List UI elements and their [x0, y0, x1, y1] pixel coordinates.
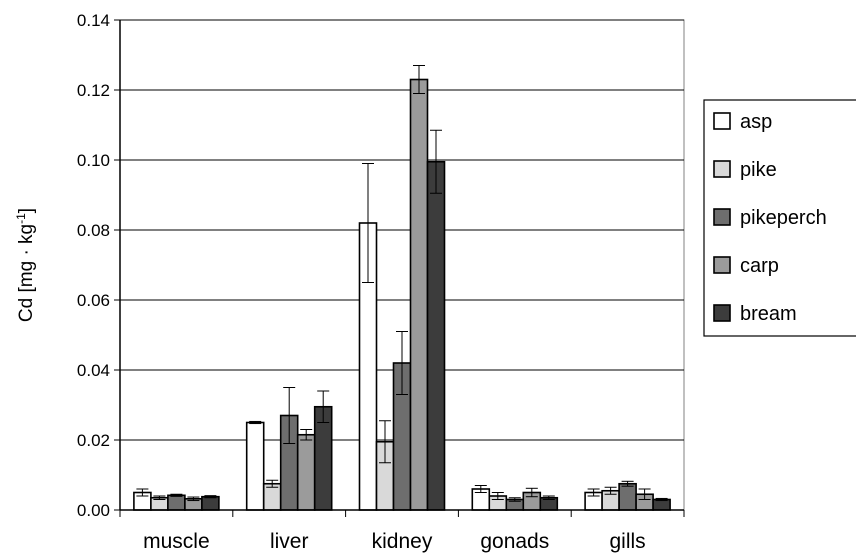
legend-label: pike [740, 159, 777, 181]
error-bar-bream-muscle [204, 495, 217, 499]
y-tick-label: 0.04 [77, 361, 110, 380]
y-axis-title: Cd [mg · kg-1] [14, 208, 37, 322]
legend: asp pike pikeperch carp bream [703, 99, 856, 337]
legend-swatch [713, 160, 731, 178]
error-bar-pikeperch-kidney [396, 331, 408, 395]
legend-label: bream [740, 303, 797, 325]
bar-pikeperch-muscle [167, 494, 186, 511]
error-bar-asp-gills [587, 488, 600, 497]
error-bar-pikeperch-gonads [508, 497, 521, 502]
error-bar-bream-kidney [430, 129, 442, 194]
category-label-liver: liver [270, 530, 309, 553]
legend-swatch [713, 208, 731, 226]
error-bar-pike-gills [604, 486, 617, 495]
category-label-kidney: kidney [372, 530, 433, 553]
error-bar-carp-kidney [413, 65, 425, 94]
legend-item-bream: bream [713, 303, 797, 325]
bar-carp-liver [296, 433, 316, 511]
error-bar-asp-muscle [136, 488, 149, 497]
y-tick-label: 0.10 [77, 151, 110, 170]
error-bar-carp-liver [300, 429, 313, 441]
error-bar-pikeperch-muscle [170, 493, 183, 497]
y-tick-labels: 0.00 0.02 0.04 0.06 0.08 0.10 0.12 0.14 [77, 11, 110, 520]
error-bar-pike-gonads [491, 492, 504, 500]
error-bar-bream-liver [317, 390, 330, 423]
legend-item-carp: carp [713, 255, 779, 277]
error-bar-carp-muscle [187, 496, 200, 502]
error-bar-pike-liver [266, 479, 279, 488]
legend-label: asp [740, 111, 772, 133]
axes [114, 19, 685, 517]
y-axis-title-main: Cd [mg · kg [16, 224, 37, 322]
y-tick-label: 0.14 [77, 11, 110, 30]
y-tick-label: 0.12 [77, 81, 110, 100]
y-tick-label: 0.06 [77, 291, 110, 310]
bar-bream-muscle [201, 495, 220, 511]
legend-label: pikeperch [740, 207, 827, 229]
error-bar-pike-kidney [379, 420, 391, 464]
error-bar-asp-kidney [362, 163, 374, 283]
legend-item-pike: pike [713, 159, 777, 181]
category-label-muscle: muscle [143, 530, 210, 553]
error-bar-bream-gonads [542, 495, 555, 500]
bar-pikeperch-gills [618, 482, 637, 511]
category-labels: muscle liver kidney gonads gills [143, 530, 646, 553]
bars [133, 65, 671, 511]
bar-bream-kidney [426, 160, 446, 511]
y-tick-label: 0.02 [77, 431, 110, 450]
bar-carp-kidney [409, 78, 429, 511]
error-bar-bream-gills [655, 497, 668, 502]
category-label-gonads: gonads [480, 530, 549, 553]
error-bar-pikeperch-gills [621, 480, 634, 487]
legend-swatch [713, 304, 731, 322]
error-bar-asp-gonads [474, 485, 487, 493]
bar-bream-gills [652, 498, 671, 511]
legend-label: carp [740, 255, 779, 277]
legend-item-asp: asp [713, 111, 772, 133]
legend-item-pikeperch: pikeperch [713, 207, 827, 229]
y-axis-title-sup: -1 [14, 213, 28, 224]
y-axis-title-end: ] [16, 208, 37, 213]
y-tick-label: 0.08 [77, 221, 110, 240]
y-tick-label: 0.00 [77, 501, 110, 520]
error-bar-pikeperch-liver [283, 387, 296, 444]
legend-swatch [713, 112, 731, 130]
error-bar-carp-gills [638, 488, 651, 500]
error-bar-carp-gonads [525, 487, 538, 498]
category-label-gills: gills [610, 530, 646, 553]
bar-asp-liver [245, 421, 265, 511]
gridlines [120, 19, 684, 441]
error-bar-pike-muscle [153, 495, 166, 500]
error-bar-asp-liver [249, 420, 262, 425]
legend-swatch [713, 256, 731, 274]
